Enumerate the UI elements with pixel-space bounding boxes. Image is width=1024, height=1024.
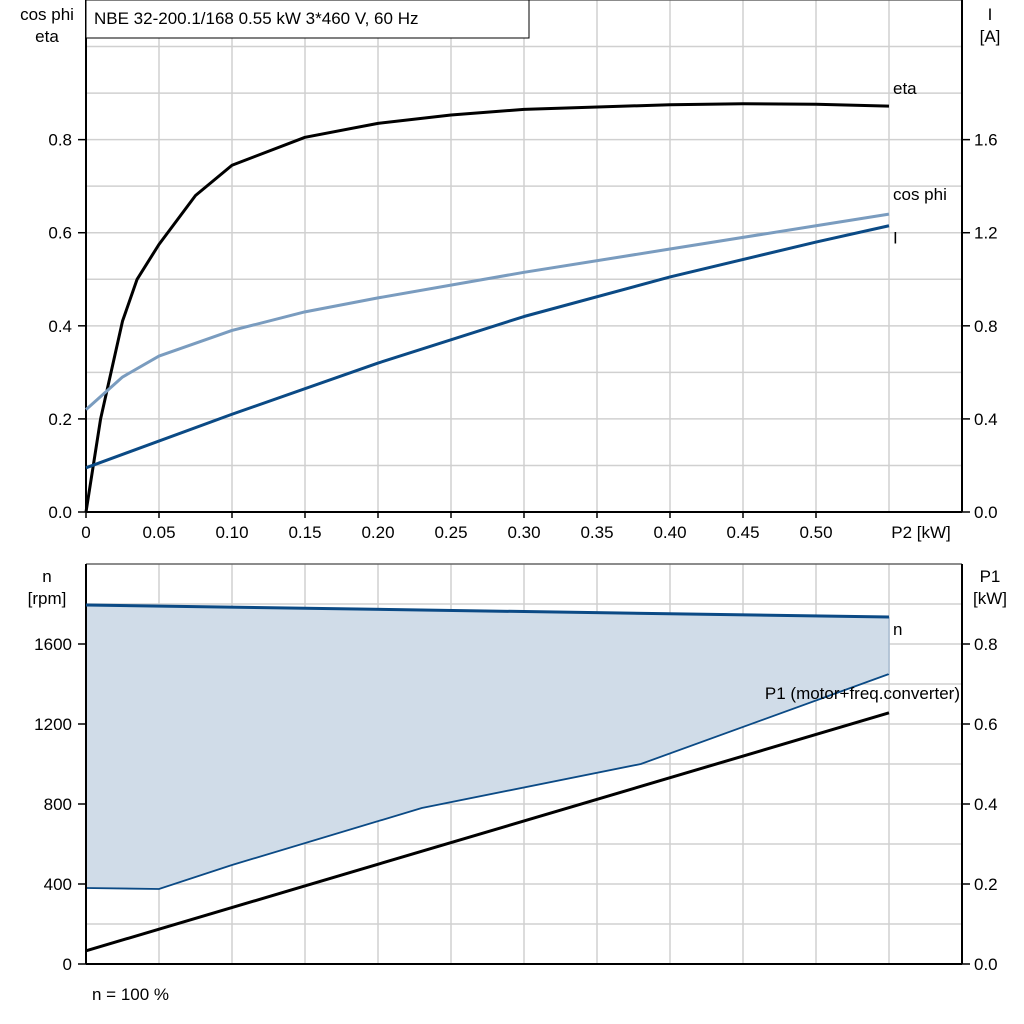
y-right-tick-label: 0.0 [974, 503, 998, 522]
x-tick-label: 0.05 [142, 523, 175, 542]
x-tick-label: 0.40 [653, 523, 686, 542]
x-tick-label: 0.20 [361, 523, 394, 542]
x-tick-label: 0.45 [726, 523, 759, 542]
x-tick-label: 0.15 [288, 523, 321, 542]
series-i-line [85, 224, 890, 470]
x-tick-label: 0.25 [434, 523, 467, 542]
x-tick-label: 0.30 [507, 523, 540, 542]
y-axis-label: [rpm] [28, 589, 67, 608]
footnote: n = 100 % [92, 985, 169, 1004]
y-axis-label: n [42, 567, 51, 586]
operating-area [86, 605, 889, 889]
y-right-tick-label: 0.8 [974, 317, 998, 336]
y-tick-label: 0.6 [48, 224, 72, 243]
x-tick-label: 0.10 [215, 523, 248, 542]
series-n-line [85, 603, 890, 619]
series-eta-label: eta [893, 79, 917, 98]
y-right-tick-label: 0.8 [974, 635, 998, 654]
series-n-label: n [893, 620, 902, 639]
series-p1-label: P1 (motor+freq.converter) [765, 684, 960, 703]
y-right-axis-label: P1 [980, 567, 1001, 586]
y-axis-label: eta [35, 27, 59, 46]
x-tick-label: 0.50 [799, 523, 832, 542]
y-right-tick-label: 0.6 [974, 715, 998, 734]
title-box [85, 0, 530, 39]
chart-title: NBE 32-200.1/168 0.55 kW 3*460 V, 60 Hz [94, 9, 418, 28]
y-tick-label: 1200 [34, 715, 72, 734]
top-chart: 0.0 0.2 0.4 0.6 0.8 0.0 0.4 0.8 1.2 1.6 cos phi eta… [20, 0, 1000, 542]
y-axis-label: cos phi [20, 5, 74, 24]
y-right-tick-label: 0.0 [974, 955, 998, 974]
x-axis-label: P2 [kW] [891, 523, 951, 542]
y-right-tick-label: 0.4 [974, 410, 998, 429]
series-cos-line [85, 212, 890, 411]
x-tick-label: 0.35 [580, 523, 613, 542]
y-tick-label: 0 [63, 955, 72, 974]
series-eta-line [84, 102, 890, 513]
area-lower-boundary [85, 673, 890, 890]
y-right-tick-label: 0.4 [974, 795, 998, 814]
y-right-tick-label: 1.6 [974, 131, 998, 150]
y-tick-label: 1600 [34, 635, 72, 654]
y-tick-label: 800 [44, 795, 72, 814]
bottom-chart: 0 400 800 1200 1600 0.0 0.2 0.4 0.6 0.8 n [rpm] P1 [k… [28, 563, 1007, 974]
y-right-axis-label: [kW] [973, 589, 1007, 608]
series-p1-line [85, 711, 890, 953]
y-tick-label: 0.8 [48, 131, 72, 150]
series-cos-label: cos phi [893, 185, 947, 204]
series-i-label: I [893, 229, 898, 248]
x-tick-label: 0 [81, 523, 90, 542]
y-right-axis-label: I [988, 5, 993, 24]
y-right-tick-label: 0.2 [974, 875, 998, 894]
y-tick-label: 0.2 [48, 410, 72, 429]
y-tick-label: 0.0 [48, 503, 72, 522]
y-tick-label: 400 [44, 875, 72, 894]
y-right-axis-label: [A] [980, 27, 1001, 46]
y-tick-label: 0.4 [48, 317, 72, 336]
y-right-tick-label: 1.2 [974, 224, 998, 243]
